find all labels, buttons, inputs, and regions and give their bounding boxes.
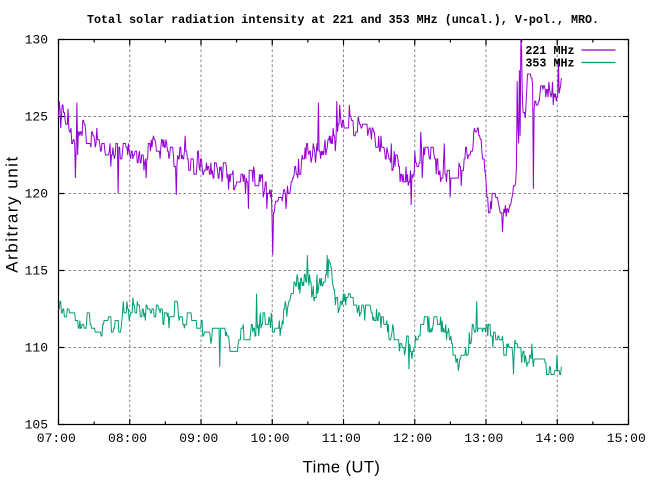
- svg-text:130: 130: [25, 33, 48, 48]
- svg-text:110: 110: [25, 341, 48, 356]
- svg-text:10:00: 10:00: [251, 431, 290, 446]
- svg-text:120: 120: [25, 187, 48, 202]
- svg-text:13:00: 13:00: [464, 431, 503, 446]
- svg-text:07:00: 07:00: [37, 431, 76, 446]
- svg-text:125: 125: [25, 110, 48, 125]
- svg-text:11:00: 11:00: [322, 431, 361, 446]
- svg-text:09:00: 09:00: [179, 431, 218, 446]
- svg-text:353 MHz: 353 MHz: [525, 56, 574, 70]
- svg-text:221 MHz: 221 MHz: [525, 44, 574, 58]
- svg-text:Total solar radiation intensit: Total solar radiation intensity at 221 a…: [87, 13, 599, 27]
- svg-text:12:00: 12:00: [393, 431, 432, 446]
- svg-text:Arbitrary unit: Arbitrary unit: [3, 155, 22, 272]
- svg-text:Time (UT): Time (UT): [303, 458, 381, 476]
- svg-text:105: 105: [25, 418, 48, 433]
- svg-text:14:00: 14:00: [536, 431, 575, 446]
- svg-text:115: 115: [25, 264, 48, 279]
- svg-text:08:00: 08:00: [108, 431, 147, 446]
- svg-text:15:00: 15:00: [607, 431, 646, 446]
